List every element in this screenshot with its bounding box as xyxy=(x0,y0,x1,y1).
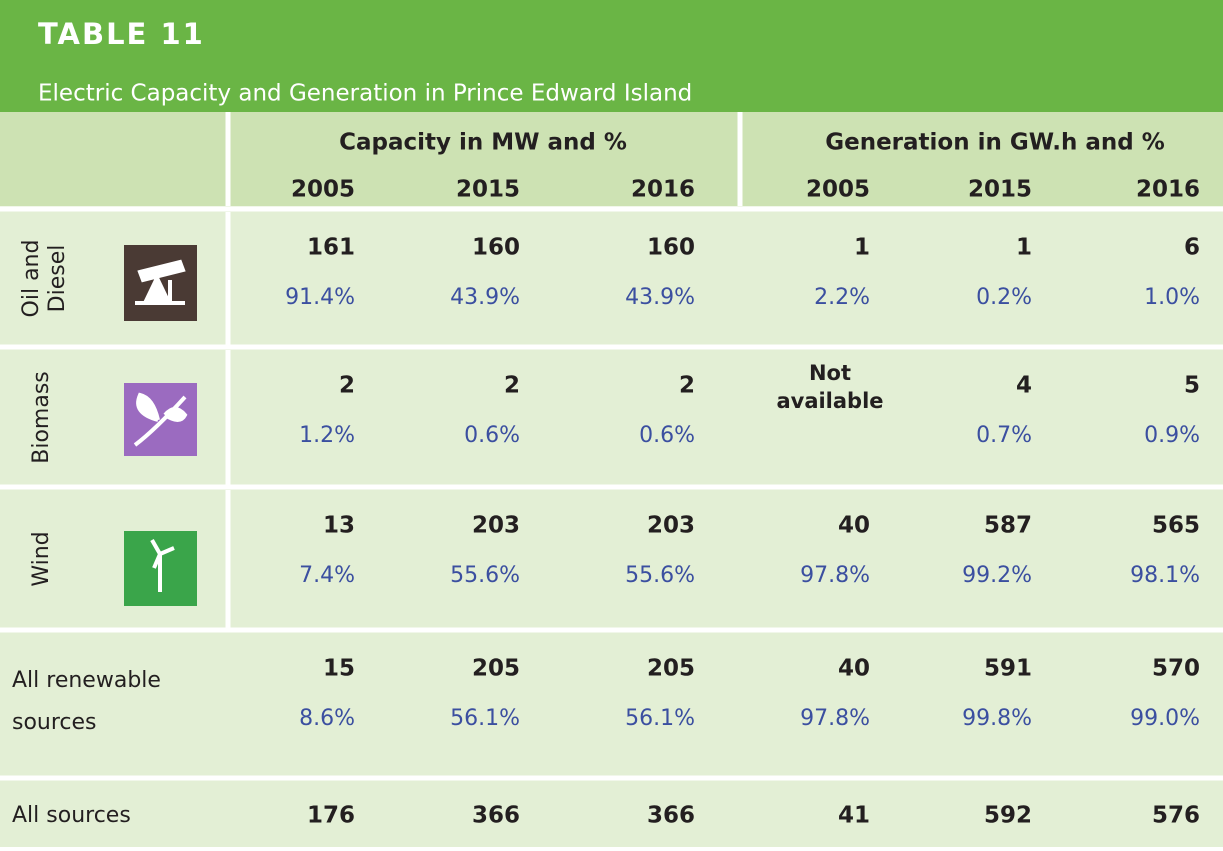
cell-percent: 97.8% xyxy=(800,563,870,588)
cell-value: 203 xyxy=(647,513,695,539)
cell-value: 576 xyxy=(1152,803,1200,829)
cell-value: 205 xyxy=(647,656,695,682)
cell-percent: 99.0% xyxy=(1130,706,1200,731)
cell-value: 1 xyxy=(854,235,870,261)
cell-percent: 99.2% xyxy=(962,563,1032,588)
year-header: 2005 xyxy=(291,177,355,203)
table-title: TABLE 11 xyxy=(38,17,205,51)
year-header: 2016 xyxy=(631,177,695,203)
cell-value: 2 xyxy=(504,373,520,399)
cell-value: 41 xyxy=(838,803,870,829)
cell-value: 570 xyxy=(1152,656,1200,682)
cell-percent: 43.9% xyxy=(625,285,695,310)
cell-percent: 1.0% xyxy=(1144,285,1200,310)
cell-value: 565 xyxy=(1152,513,1200,539)
cell-value: 1 xyxy=(1016,235,1032,261)
row-label: Biomass xyxy=(29,371,54,464)
oil-icon-glyph xyxy=(135,259,186,305)
row-label: All renewable xyxy=(12,668,161,693)
cell-percent: 43.9% xyxy=(450,285,520,310)
wind-icon-glyph xyxy=(150,539,175,592)
cell-value: 160 xyxy=(472,235,520,261)
cell-value: 587 xyxy=(984,513,1032,539)
biomass-icon xyxy=(124,383,197,456)
cell-percent: 91.4% xyxy=(285,285,355,310)
cell-value: 40 xyxy=(838,513,870,539)
header-band xyxy=(0,0,1223,112)
cell-value: 161 xyxy=(307,235,355,261)
cell-percent: 8.6% xyxy=(299,706,355,731)
group-header: Generation in GW.h and % xyxy=(825,130,1165,156)
cell-value: 2 xyxy=(339,373,355,399)
cell-value: 4 xyxy=(1016,373,1032,399)
cell-percent: 55.6% xyxy=(625,563,695,588)
cell-percent: 1.2% xyxy=(299,423,355,448)
year-header: 2015 xyxy=(456,177,520,203)
cell-percent: 0.6% xyxy=(639,423,695,448)
cell-percent: 97.8% xyxy=(800,706,870,731)
cell-percent: 99.8% xyxy=(962,706,1032,731)
cell-value: 591 xyxy=(984,656,1032,682)
cell-value: 592 xyxy=(984,803,1032,829)
cell-percent: 0.7% xyxy=(976,423,1032,448)
column-header-band xyxy=(0,112,1223,206)
cell-percent: 0.6% xyxy=(464,423,520,448)
group-header: Capacity in MW and % xyxy=(339,130,627,156)
cell-value: 5 xyxy=(1184,373,1200,399)
cell-percent: 98.1% xyxy=(1130,563,1200,588)
biomass-icon-glyph xyxy=(133,392,188,447)
cell-value: 205 xyxy=(472,656,520,682)
row-label: sources xyxy=(12,710,97,735)
cell-value: Not available xyxy=(776,361,883,413)
cell-value-line: available xyxy=(776,389,883,413)
row-label: All sources xyxy=(12,803,131,828)
cell-percent: 7.4% xyxy=(299,563,355,588)
table-subtitle: Electric Capacity and Generation in Prin… xyxy=(38,81,692,107)
row-label: Wind xyxy=(29,531,54,586)
cell-value-line: Not xyxy=(809,361,851,385)
cell-percent: 0.2% xyxy=(976,285,1032,310)
cell-value: 160 xyxy=(647,235,695,261)
cell-value: 176 xyxy=(307,803,355,829)
icons xyxy=(124,245,197,606)
cell-value: 13 xyxy=(323,513,355,539)
year-header: 2005 xyxy=(806,177,870,203)
cell-value: 40 xyxy=(838,656,870,682)
cell-percent: 2.2% xyxy=(814,285,870,310)
cell-value: 6 xyxy=(1184,235,1200,261)
cell-value: 366 xyxy=(647,803,695,829)
year-header: 2016 xyxy=(1136,177,1200,203)
cell-percent: 0.9% xyxy=(1144,423,1200,448)
cell-percent: 55.6% xyxy=(450,563,520,588)
row-label: Oil and xyxy=(19,240,44,318)
cell-value: 203 xyxy=(472,513,520,539)
cell-percent: 56.1% xyxy=(450,706,520,731)
row-label: Diesel xyxy=(45,245,70,313)
cell-percent: 56.1% xyxy=(625,706,695,731)
cell-value: 2 xyxy=(679,373,695,399)
cell-value: 15 xyxy=(323,656,355,682)
year-header: 2015 xyxy=(968,177,1032,203)
cell-value: 366 xyxy=(472,803,520,829)
